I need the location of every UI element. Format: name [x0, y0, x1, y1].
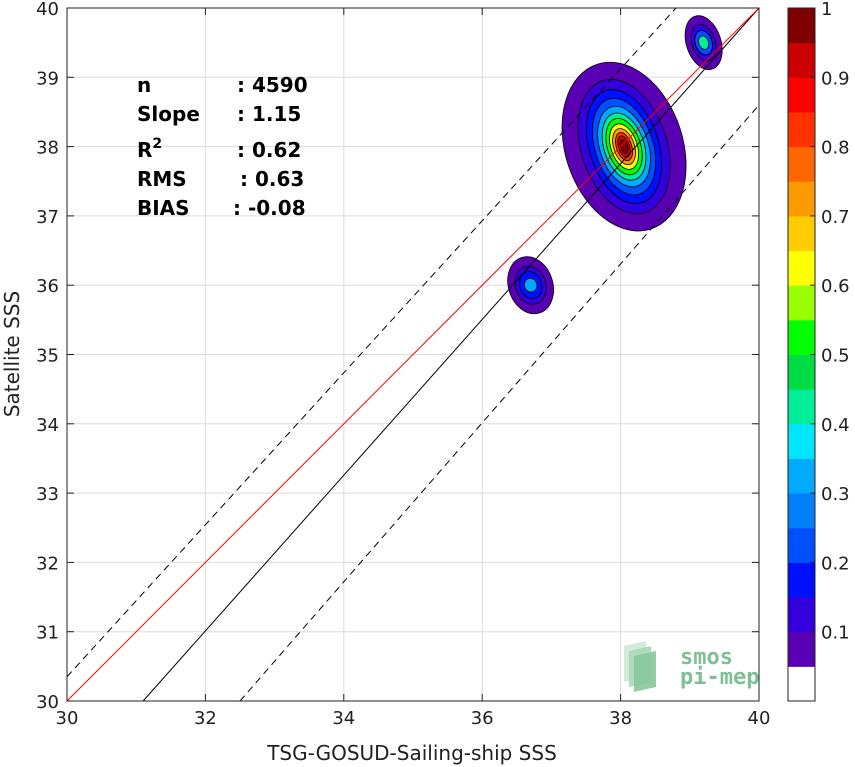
- colorbar-swatch: [788, 181, 815, 217]
- y-tick-label: 39: [36, 68, 59, 89]
- y-tick-label: 38: [36, 138, 59, 159]
- y-tick-label: 35: [36, 346, 59, 367]
- reference-lines: [66, 7, 760, 702]
- line-regression: [66, 7, 760, 702]
- colorbar-tick-label: 0.5: [821, 346, 850, 367]
- density-level: [523, 277, 538, 293]
- colorbar-tick-label: 0.8: [821, 138, 850, 159]
- colorbar-tick-label: 0.9: [821, 68, 850, 89]
- y-tick-label: 37: [36, 207, 59, 228]
- stat-value: : 1.15: [237, 102, 301, 126]
- colorbar-tick-label: 0.3: [821, 484, 850, 505]
- colorbar-swatch: [788, 458, 815, 494]
- colorbar-swatch: [788, 423, 815, 459]
- smos-pi-mep-logo: smos pi-mep: [624, 641, 759, 692]
- stat-label: BIAS: [137, 196, 190, 220]
- y-tick-label: 40: [36, 0, 59, 20]
- colorbar-tick-label: 0.4: [821, 415, 850, 436]
- colorbar-swatch: [788, 215, 815, 252]
- logo-waves-icon: [624, 641, 656, 692]
- y-tick-label: 36: [36, 276, 59, 297]
- y-axis-label: Satellite SSS: [0, 291, 24, 417]
- y-tick-label: 31: [36, 623, 59, 644]
- y-tick-label: 30: [36, 692, 59, 713]
- colorbar-swatch: [788, 493, 815, 529]
- colorbar-swatch: [788, 527, 815, 563]
- colorbar-swatch: [788, 354, 815, 390]
- stat-label: n: [137, 73, 151, 97]
- density-level: [619, 139, 629, 154]
- stat-label-superscript: 2: [152, 136, 162, 152]
- colorbar-swatch: [788, 42, 815, 78]
- colorbar-swatch: [788, 146, 815, 182]
- colorbar-swatch: [788, 597, 815, 633]
- y-tick-label: 32: [36, 553, 59, 574]
- density-level: [698, 35, 710, 50]
- stat-label: RMS: [137, 167, 187, 191]
- line-identity: [142, 7, 760, 702]
- y-tick-label: 33: [36, 484, 59, 505]
- logo-wave-shape: [634, 651, 656, 692]
- logo-text-line1: smos: [680, 645, 733, 670]
- y-tick-label: 34: [36, 415, 59, 436]
- axis-ticks: 30 32 34 36 38 40 30 31 32 33 34 35 36 37 38 39 40: [36, 0, 770, 729]
- x-axis-label: TSG-GOSUD-Sailing-ship SSS: [266, 741, 557, 765]
- colorbar-swatch: [788, 666, 815, 702]
- stat-value: : 0.62: [237, 138, 301, 162]
- colorbar-tick-label: 1: [821, 0, 832, 20]
- stat-value: : 0.63: [240, 167, 304, 191]
- colorbar-tick-label: 0.7: [821, 207, 850, 228]
- colorbar-tick-label: 0.1: [821, 623, 850, 644]
- colorbar-swatch: [788, 111, 815, 148]
- colorbar-swatch: [788, 319, 815, 355]
- colorbar-swatch: [788, 631, 815, 667]
- line-identity-plus-1.5: [66, 7, 677, 678]
- logo-text-line2: pi-mep: [680, 665, 759, 690]
- stat-value: : 4590: [237, 73, 308, 97]
- x-tick-label: 32: [194, 708, 217, 729]
- colorbar-swatch: [788, 77, 815, 113]
- colorbar-tick-label: 0.2: [821, 553, 850, 574]
- colorbar-swatch: [788, 285, 815, 321]
- colorbar: 0.1 0.2 0.3 0.4 0.5 0.6 0.7 0.8 0.9 1: [787, 0, 850, 702]
- x-tick-label: 40: [748, 708, 771, 729]
- x-tick-label: 34: [332, 708, 355, 729]
- stat-label: Slope: [137, 102, 200, 126]
- x-tick-label: 30: [56, 708, 79, 729]
- colorbar-tick-label: 0.6: [821, 276, 850, 297]
- x-tick-label: 38: [609, 708, 632, 729]
- x-tick-label: 36: [471, 708, 494, 729]
- colorbar-swatch: [788, 250, 815, 286]
- colorbar-swatch: [788, 562, 815, 598]
- grid-lines: [66, 7, 760, 702]
- stat-value: : -0.08: [233, 196, 306, 220]
- colorbar-swatch: [788, 8, 815, 44]
- colorbar-swatch: [788, 389, 815, 425]
